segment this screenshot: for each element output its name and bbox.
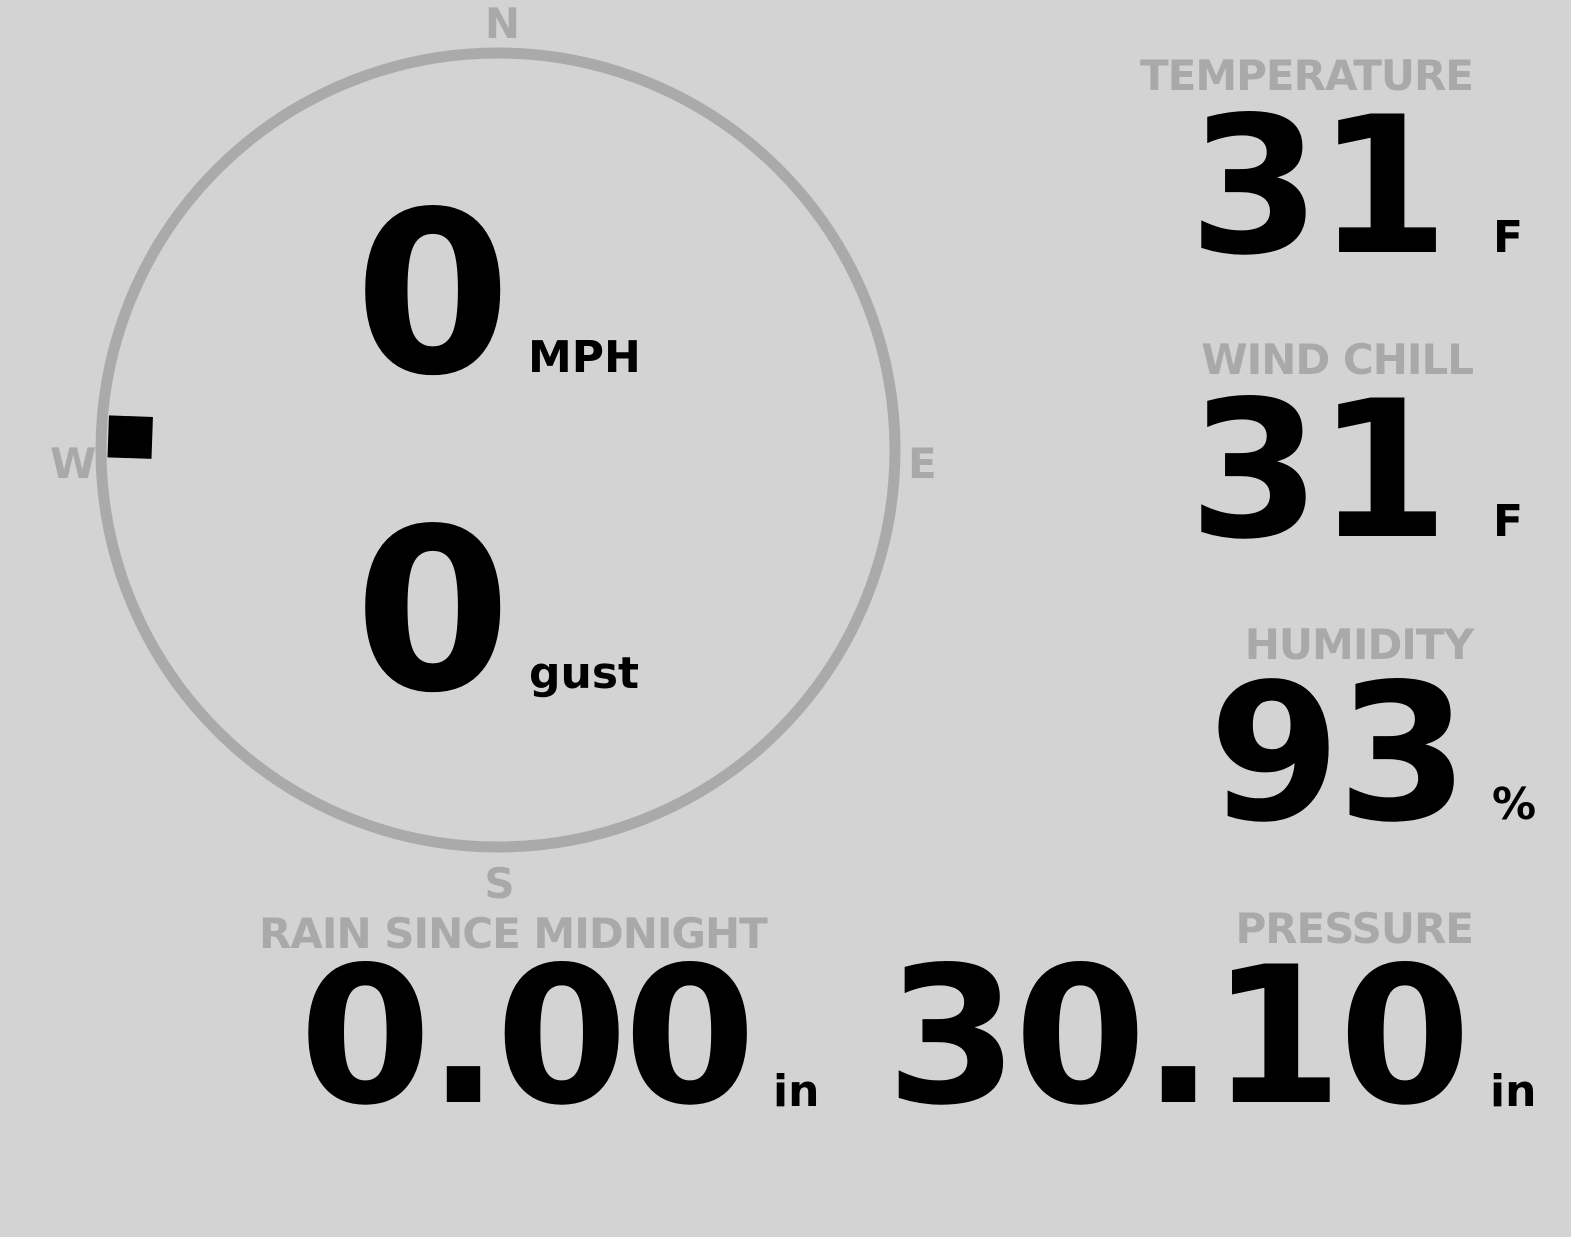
humidity-value: 93 xyxy=(1208,643,1469,864)
rain-unit: in xyxy=(773,1066,820,1117)
wind-gust-value: 0 xyxy=(354,481,511,743)
compass-north-label: N xyxy=(484,0,520,48)
pressure-label: PRESSURE xyxy=(1235,904,1474,953)
wind-speed-unit: MPH xyxy=(528,332,641,383)
wind-speed-value: 0 xyxy=(354,164,511,426)
wind-gust-unit: gust xyxy=(529,648,640,699)
pressure-value: 30.10 xyxy=(886,926,1471,1147)
humidity-unit: % xyxy=(1492,779,1537,830)
temperature-unit: F xyxy=(1493,212,1524,263)
compass-west-label: W xyxy=(50,439,96,488)
pressure-unit: in xyxy=(1490,1066,1537,1117)
wind-chill-unit: F xyxy=(1493,496,1524,547)
compass-east-label: E xyxy=(908,439,937,488)
temperature-value: 31 xyxy=(1188,76,1449,297)
humidity-label: HUMIDITY xyxy=(1244,620,1474,669)
temperature-label: TEMPERATURE xyxy=(1140,51,1474,100)
wind-direction-marker xyxy=(107,415,153,459)
compass-south-label: S xyxy=(484,859,514,908)
compass-ring xyxy=(95,47,901,853)
rain-label: RAIN SINCE MIDNIGHT xyxy=(259,909,768,958)
wind-chill-label: WIND CHILL xyxy=(1201,335,1474,384)
wind-chill-value: 31 xyxy=(1188,360,1449,581)
rain-value: 0.00 xyxy=(299,926,756,1147)
